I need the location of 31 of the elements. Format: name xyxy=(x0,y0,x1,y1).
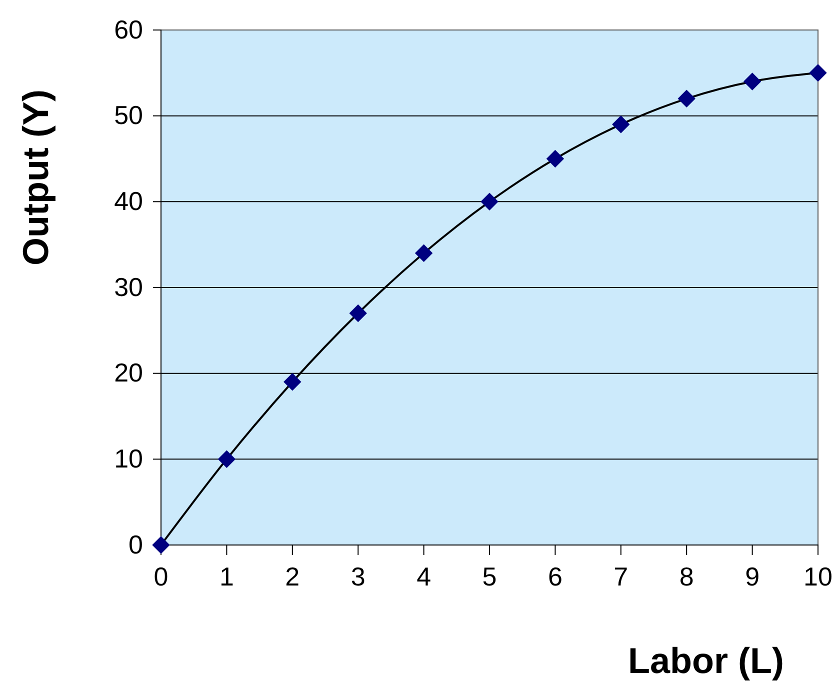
point xyxy=(414,244,433,262)
x-tick-label: 5 xyxy=(482,561,497,592)
point xyxy=(152,536,170,554)
point xyxy=(678,90,696,108)
y-tick-label: 60 xyxy=(114,14,143,44)
y-tick-label: 30 xyxy=(114,272,143,302)
x-tick-label: 9 xyxy=(745,561,760,592)
y-axis-title: Output (Y) xyxy=(15,90,56,266)
point xyxy=(218,450,236,468)
x-tick-label: 7 xyxy=(614,561,628,592)
y-tick-label: 50 xyxy=(114,100,143,130)
x-tick-label: 1 xyxy=(219,561,234,592)
x-tick-label: 6 xyxy=(548,561,562,592)
x-tick-label: 2 xyxy=(285,561,300,592)
point xyxy=(546,150,564,168)
y-tick-label: 20 xyxy=(114,358,143,388)
y-tick-label: 0 xyxy=(128,529,143,560)
x-tick-label: 4 xyxy=(416,561,432,592)
x-tick-label: 8 xyxy=(679,561,694,592)
point xyxy=(612,116,630,134)
point xyxy=(809,64,827,82)
y-tick-label: 40 xyxy=(114,186,143,216)
x-tick-label: 10 xyxy=(804,561,832,592)
point xyxy=(349,304,367,322)
x-tick-label: 3 xyxy=(350,561,366,592)
x-tick-label: 0 xyxy=(154,561,168,592)
x-axis-title: Labor (L) xyxy=(628,640,784,681)
y-tick-label: 10 xyxy=(114,443,143,474)
point xyxy=(284,373,302,391)
point xyxy=(480,192,498,211)
point xyxy=(743,72,762,90)
